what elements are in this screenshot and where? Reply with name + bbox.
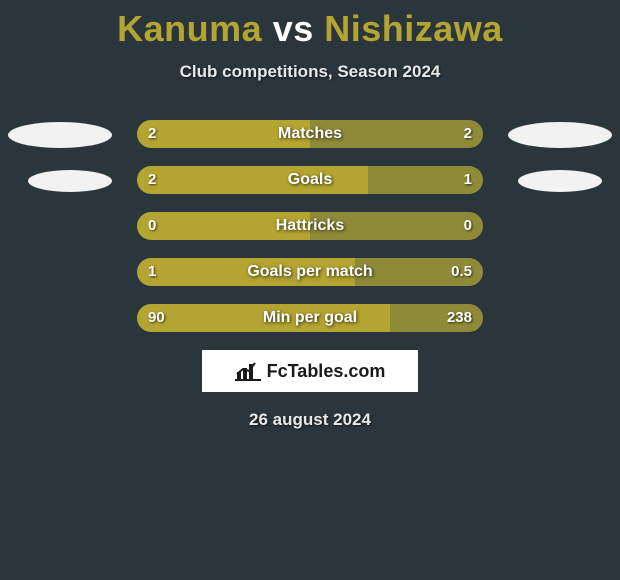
brand-text: FcTables.com — [267, 361, 386, 382]
stat-row: 22Matches — [0, 120, 620, 148]
bar-left — [137, 166, 368, 194]
bar-right — [310, 120, 483, 148]
bar-track — [137, 258, 483, 286]
bar-right — [310, 212, 483, 240]
value-left: 2 — [148, 166, 156, 194]
comparison-chart: 22Matches21Goals00Hattricks10.5Goals per… — [0, 120, 620, 332]
team-badge-right — [508, 122, 612, 148]
vs-text: vs — [273, 8, 314, 49]
value-right: 2 — [464, 120, 472, 148]
bar-left — [137, 120, 310, 148]
value-left: 1 — [148, 258, 156, 286]
stat-row: 00Hattricks — [0, 212, 620, 240]
team-badge-left — [28, 170, 112, 192]
value-left: 90 — [148, 304, 165, 332]
team-badge-left — [8, 122, 112, 148]
value-left: 2 — [148, 120, 156, 148]
bar-track — [137, 212, 483, 240]
team-badge-right — [518, 170, 602, 192]
page-title: Kanuma vs Nishizawa — [0, 0, 620, 50]
bar-left — [137, 258, 355, 286]
player1-name: Kanuma — [117, 8, 262, 49]
stat-row: 21Goals — [0, 166, 620, 194]
bar-track — [137, 304, 483, 332]
bar-track — [137, 166, 483, 194]
brand-chart-icon — [235, 360, 261, 382]
value-right: 0 — [464, 212, 472, 240]
value-right: 238 — [447, 304, 472, 332]
bar-left — [137, 304, 390, 332]
subtitle: Club competitions, Season 2024 — [0, 62, 620, 82]
stat-row: 90238Min per goal — [0, 304, 620, 332]
player2-name: Nishizawa — [324, 8, 503, 49]
value-left: 0 — [148, 212, 156, 240]
brand-box: FcTables.com — [202, 350, 418, 392]
bar-track — [137, 120, 483, 148]
value-right: 1 — [464, 166, 472, 194]
bar-left — [137, 212, 310, 240]
date-text: 26 august 2024 — [0, 410, 620, 430]
value-right: 0.5 — [451, 258, 472, 286]
stat-row: 10.5Goals per match — [0, 258, 620, 286]
